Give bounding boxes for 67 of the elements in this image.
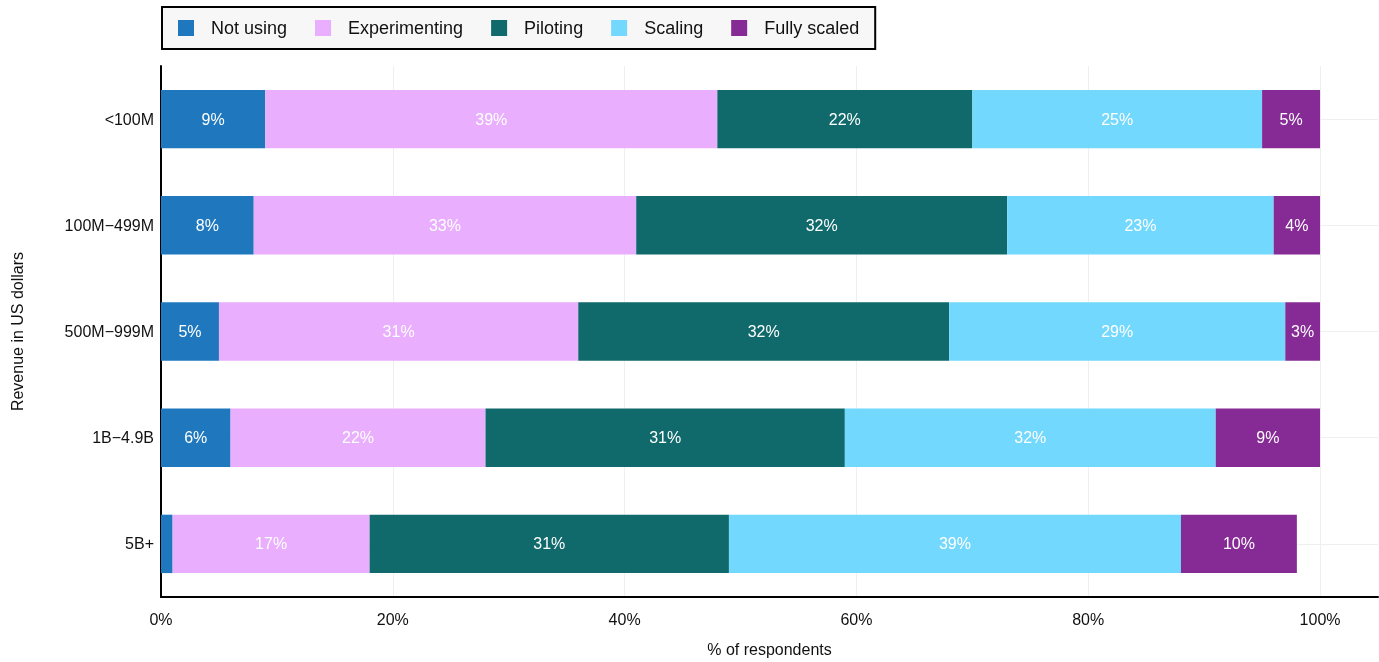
data-label: 25% [1101,110,1134,128]
bar [161,89,266,149]
data-label: 33% [428,216,461,234]
data-label: 3% [1291,323,1315,340]
data-label: 31% [533,535,566,553]
bar [1273,196,1321,255]
y-tick-label: 1B−4.9B [92,429,154,447]
x-tick-label: 0% [149,610,173,628]
data-label: 32% [805,216,838,234]
data-label: 6% [184,429,208,447]
data-label: 5% [1279,110,1303,128]
x-tick-label: 100% [1299,610,1341,628]
legend-label: Fully scaled [764,18,860,38]
data-label: 8% [195,216,219,234]
y-tick-label: 100M−499M [64,216,154,234]
bar [172,514,370,574]
data-label: 10% [1222,535,1255,553]
data-label: 22% [828,110,861,128]
data-label: 32% [1014,429,1047,447]
bar [636,196,1008,255]
bar [578,302,950,361]
data-label: 32% [747,323,780,340]
data-label: 31% [382,323,415,340]
bar [1007,196,1274,255]
data-label: 23% [1124,216,1157,234]
bar [161,514,173,574]
bar [1180,514,1297,574]
data-label: 39% [475,110,508,128]
x-tick-label: 80% [1072,610,1105,628]
data-label: 9% [201,110,225,128]
bar [1262,89,1321,149]
x-tick-label: 20% [376,610,409,628]
bar [369,514,729,574]
legend-label: Piloting [524,18,584,38]
data-label: 39% [938,535,971,553]
bar [485,408,845,467]
legend-label: Not using [211,18,288,38]
bar [253,196,637,255]
data-label: 4% [1285,216,1309,234]
bar [1285,302,1321,361]
legend-label: Experimenting [348,18,464,38]
data-label: 17% [255,535,288,553]
data-label: 5% [178,323,202,340]
bar [218,302,579,361]
y-axis-title: Revenue in US dollars [8,251,26,412]
bar [1215,408,1321,467]
bar [265,89,718,149]
bar [717,89,973,149]
y-tick-label: 500M−999M [64,323,154,340]
x-tick-label: 60% [840,610,873,628]
y-tick-label: 5B+ [125,535,154,553]
x-axis-title: % of respondents [707,640,832,658]
bar [161,302,219,361]
bar [728,514,1181,574]
legend-label: Scaling [644,18,704,38]
bar [844,408,1216,467]
data-label: 29% [1101,323,1134,340]
bar [949,302,1286,361]
x-tick-label: 40% [608,610,641,628]
bar [972,89,1263,149]
y-tick-label: <100M [104,110,154,128]
data-label: 31% [649,429,682,447]
bar [161,408,231,467]
bar [230,408,486,467]
data-label: 22% [342,429,375,447]
data-label: 9% [1256,429,1280,447]
bar [161,196,254,255]
